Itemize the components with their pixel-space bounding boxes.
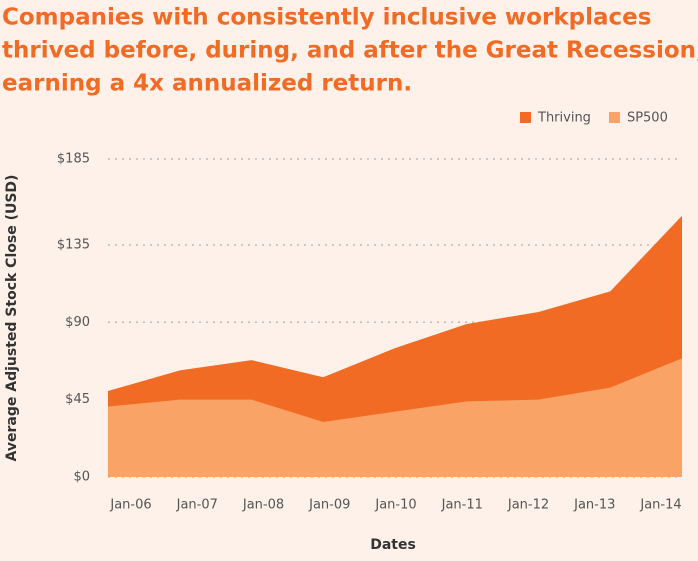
y-tick-label: $135 (57, 237, 90, 252)
x-tick-label: Jan-06 (109, 498, 151, 513)
y-tick-label: $185 (57, 152, 90, 167)
legend-swatch (520, 112, 531, 123)
legend-label: SP500 (627, 111, 668, 126)
legend-label: Thriving (537, 111, 591, 126)
x-axis-label: Dates (370, 537, 416, 553)
legend-swatch (608, 112, 620, 123)
chart-title: earning a 4x annualized return. (2, 71, 412, 97)
x-tick-label: Jan-12 (507, 498, 549, 513)
chart-title: Companies with consistently inclusive wo… (2, 5, 651, 31)
x-tick-label: Jan-07 (176, 498, 218, 513)
x-tick-label: Jan-14 (639, 498, 681, 513)
x-tick-label: Jan-10 (374, 498, 416, 513)
x-tick-label: Jan-08 (242, 498, 284, 513)
x-tick-label: Jan-13 (573, 498, 615, 513)
y-tick-label: $90 (65, 315, 90, 330)
area (108, 358, 682, 477)
chart-title: thrived before, during, and after the Gr… (2, 38, 698, 64)
x-tick-label: Jan-11 (441, 498, 483, 513)
x-tick-label: Jan-09 (308, 498, 350, 513)
y-axis-label: Average Adjusted Stock Close (USD) (4, 175, 20, 462)
y-tick-label: $0 (73, 470, 90, 485)
y-tick-label: $45 (65, 392, 90, 407)
